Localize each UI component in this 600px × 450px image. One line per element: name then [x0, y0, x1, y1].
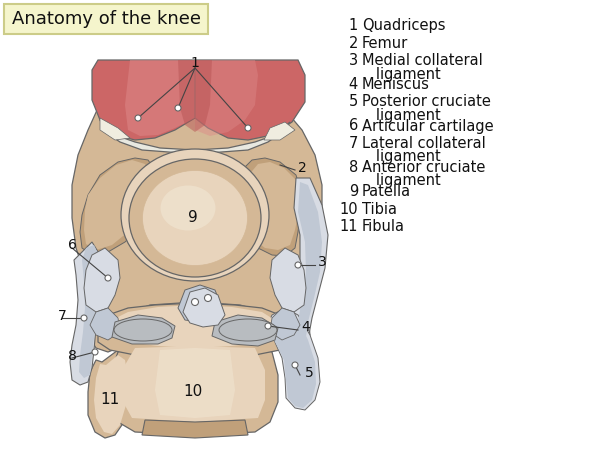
Text: 3: 3: [349, 53, 358, 68]
Text: 3: 3: [318, 255, 327, 269]
Ellipse shape: [219, 319, 277, 341]
Text: 11: 11: [100, 392, 119, 408]
Polygon shape: [72, 88, 322, 352]
Polygon shape: [125, 60, 195, 136]
Polygon shape: [92, 60, 195, 140]
Text: Tibia: Tibia: [362, 202, 397, 216]
Text: 4: 4: [349, 77, 358, 92]
Polygon shape: [110, 343, 278, 435]
Polygon shape: [122, 346, 265, 422]
Polygon shape: [88, 350, 132, 438]
Circle shape: [205, 294, 212, 302]
Circle shape: [295, 262, 301, 268]
Text: 7: 7: [58, 309, 67, 323]
Text: ligament: ligament: [362, 67, 441, 81]
Text: Meniscus: Meniscus: [362, 77, 430, 92]
Polygon shape: [100, 120, 290, 154]
Ellipse shape: [121, 149, 269, 281]
Circle shape: [135, 115, 141, 121]
Polygon shape: [84, 160, 150, 250]
Text: 10: 10: [340, 202, 358, 216]
Polygon shape: [155, 348, 235, 418]
Polygon shape: [108, 305, 278, 348]
Text: 1: 1: [349, 18, 358, 33]
Circle shape: [191, 298, 199, 306]
Circle shape: [105, 275, 111, 281]
Text: 9: 9: [349, 184, 358, 199]
Text: Lateral collateral: Lateral collateral: [362, 136, 486, 151]
Text: 10: 10: [184, 384, 203, 400]
Polygon shape: [70, 242, 102, 385]
Text: Femur: Femur: [362, 36, 408, 50]
Polygon shape: [195, 60, 258, 136]
Text: Medial collateral: Medial collateral: [362, 53, 483, 68]
Polygon shape: [178, 60, 212, 132]
Polygon shape: [112, 315, 175, 344]
Polygon shape: [266, 308, 320, 410]
FancyBboxPatch shape: [4, 4, 208, 34]
Ellipse shape: [114, 319, 172, 341]
Text: 2: 2: [298, 161, 307, 175]
Circle shape: [265, 323, 271, 329]
Text: ligament: ligament: [362, 149, 441, 165]
Circle shape: [175, 105, 181, 111]
Text: ligament: ligament: [362, 174, 441, 189]
Text: Anterior cruciate: Anterior cruciate: [362, 160, 485, 175]
Text: ligament: ligament: [362, 108, 441, 123]
Text: Fibula: Fibula: [362, 219, 405, 234]
Text: 7: 7: [349, 136, 358, 151]
Ellipse shape: [129, 159, 261, 277]
Polygon shape: [79, 245, 102, 378]
Polygon shape: [269, 312, 316, 408]
Polygon shape: [84, 248, 120, 312]
Text: 11: 11: [340, 219, 358, 234]
Text: 8: 8: [68, 349, 77, 363]
Polygon shape: [264, 122, 295, 140]
Polygon shape: [100, 118, 130, 140]
Ellipse shape: [161, 185, 215, 230]
Polygon shape: [295, 182, 322, 348]
Text: 6: 6: [349, 118, 358, 134]
Polygon shape: [183, 288, 225, 327]
Polygon shape: [98, 303, 292, 357]
Text: 5: 5: [349, 94, 358, 109]
Text: 1: 1: [191, 56, 199, 70]
Circle shape: [92, 349, 98, 355]
Polygon shape: [80, 158, 158, 255]
Text: 5: 5: [305, 366, 314, 380]
Polygon shape: [94, 355, 128, 434]
Text: 2: 2: [349, 36, 358, 50]
Circle shape: [292, 362, 298, 368]
Polygon shape: [90, 308, 120, 340]
Ellipse shape: [143, 171, 248, 266]
Text: Articular cartilage: Articular cartilage: [362, 118, 494, 134]
Circle shape: [81, 315, 87, 321]
Polygon shape: [142, 420, 248, 438]
Polygon shape: [270, 308, 300, 340]
Polygon shape: [178, 285, 222, 322]
Text: Quadriceps: Quadriceps: [362, 18, 445, 33]
Polygon shape: [270, 248, 306, 312]
Polygon shape: [290, 178, 328, 352]
Polygon shape: [212, 315, 278, 346]
Text: 6: 6: [68, 238, 77, 252]
Polygon shape: [195, 60, 305, 140]
Text: 4: 4: [301, 320, 310, 334]
Text: 9: 9: [188, 211, 198, 225]
Polygon shape: [244, 162, 300, 250]
Text: Anatomy of the knee: Anatomy of the knee: [11, 10, 200, 28]
Text: Patella: Patella: [362, 184, 411, 199]
Polygon shape: [238, 158, 302, 256]
Text: Posterior cruciate: Posterior cruciate: [362, 94, 491, 109]
Circle shape: [245, 125, 251, 131]
Text: 8: 8: [349, 160, 358, 175]
